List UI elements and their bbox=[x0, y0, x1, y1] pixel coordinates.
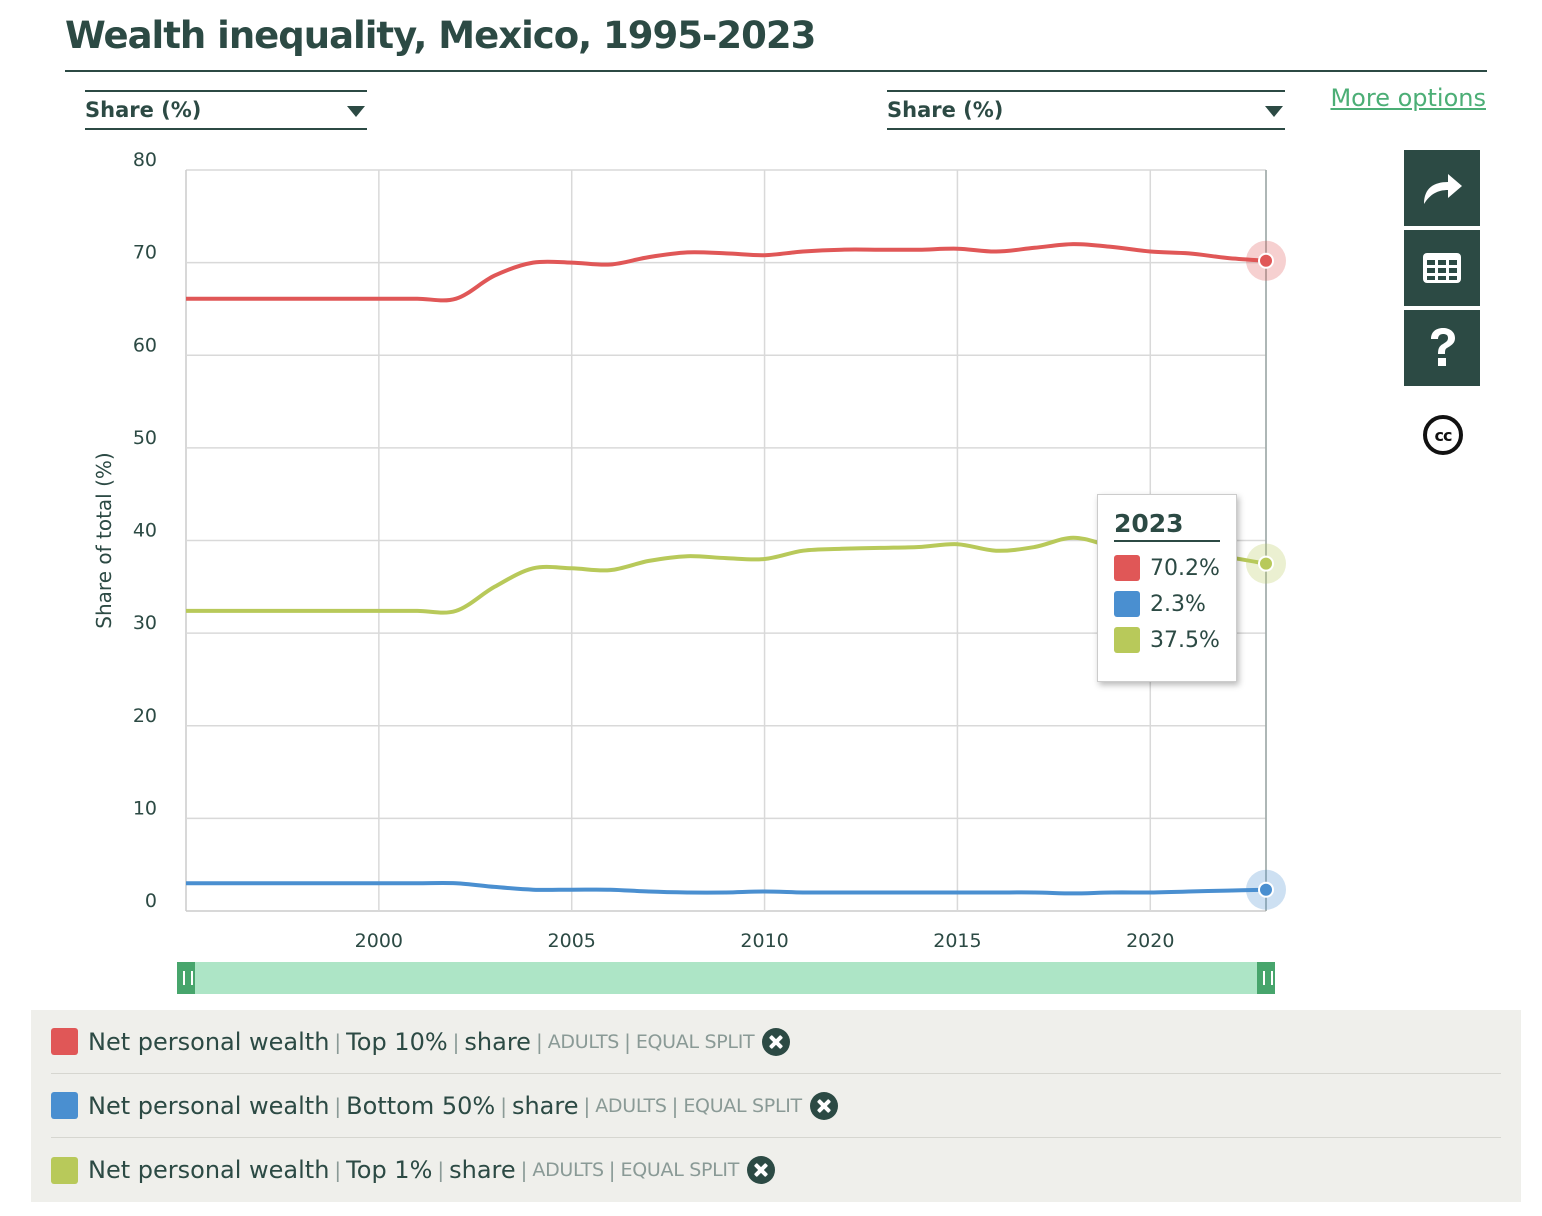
right-axis-select-value: Share (%) bbox=[887, 98, 1004, 122]
remove-series-icon[interactable] bbox=[809, 1091, 838, 1120]
y-tick-label: 60 bbox=[133, 334, 157, 356]
legend-swatch bbox=[51, 1092, 78, 1119]
legend-population: ADULTS bbox=[595, 1094, 667, 1117]
y-tick-label: 50 bbox=[133, 427, 157, 449]
legend-swatch bbox=[51, 1028, 78, 1055]
legend-variable: Net personal wealth bbox=[88, 1156, 330, 1184]
left-axis-select-value: Share (%) bbox=[85, 98, 202, 122]
tooltip-row: 2.3% bbox=[1114, 586, 1220, 622]
x-tick-label: 2015 bbox=[933, 930, 981, 952]
legend-measure: share bbox=[464, 1027, 531, 1056]
legend-group: Bottom 50% bbox=[346, 1091, 496, 1120]
legend-split: EQUAL SPLIT bbox=[683, 1094, 802, 1117]
legend-item[interactable]: Net personal wealth | Top 10% | share | … bbox=[51, 1010, 1501, 1074]
line-chart: 0 10 20 30 40 50 60 70 80 2000 2005 2010 2015 2020 Sha… bbox=[92, 149, 1286, 952]
legend-split: EQUAL SPLIT bbox=[620, 1159, 740, 1181]
tooltip-value: 2.3% bbox=[1150, 591, 1206, 617]
hover-point bbox=[1258, 555, 1274, 572]
chart-grid bbox=[185, 169, 1267, 912]
page-title: Wealth inequality, Mexico, 1995-2023 bbox=[65, 14, 1487, 72]
share-button[interactable] bbox=[1404, 150, 1480, 226]
chevron-down-icon bbox=[347, 106, 365, 117]
legend-split: EQUAL SPLIT bbox=[635, 1030, 755, 1053]
y-tick-label: 80 bbox=[133, 149, 157, 171]
y-tick-label: 40 bbox=[133, 520, 157, 542]
legend-variable: Net personal wealth bbox=[88, 1027, 330, 1056]
hover-point bbox=[1258, 252, 1274, 269]
series-line-0 bbox=[185, 242, 1267, 303]
chart-axes: 0 10 20 30 40 50 60 70 80 2000 2005 2010 2015 2020 Sha… bbox=[92, 149, 1174, 952]
more-options-link[interactable]: More options bbox=[1330, 84, 1486, 112]
table-button[interactable] bbox=[1404, 230, 1480, 306]
y-tick-label: 20 bbox=[133, 705, 157, 727]
x-tick-label: 2005 bbox=[548, 930, 596, 952]
range-slider[interactable] bbox=[177, 962, 1275, 994]
legend-measure: share bbox=[449, 1156, 516, 1184]
x-tick-label: 2010 bbox=[740, 930, 788, 952]
tooltip-row: 70.2% bbox=[1114, 550, 1220, 586]
y-tick-label: 30 bbox=[133, 612, 157, 634]
legend-item[interactable]: Net personal wealth | Bottom 50% | share… bbox=[51, 1074, 1501, 1138]
x-tick-label: 2000 bbox=[355, 930, 403, 952]
tooltip-value: 70.2% bbox=[1150, 555, 1220, 581]
y-axis-title: Share of total (%) bbox=[92, 452, 116, 628]
hover-point bbox=[1258, 881, 1274, 898]
creative-commons-icon[interactable]: cc bbox=[1423, 415, 1463, 455]
range-slider-start-handle[interactable] bbox=[177, 962, 195, 994]
y-tick-label: 0 bbox=[145, 890, 157, 912]
right-axis-select[interactable]: Share (%) bbox=[887, 90, 1285, 130]
legend-group: Top 1% bbox=[346, 1156, 433, 1184]
legend-item[interactable]: Net personal wealth | Top 1% | share | A… bbox=[51, 1138, 1501, 1202]
chart-series bbox=[185, 242, 1267, 896]
chart-tooltip: 2023 70.2% 2.3% 37.5% bbox=[1097, 494, 1237, 682]
tooltip-year: 2023 bbox=[1114, 509, 1220, 542]
y-tick-label: 70 bbox=[133, 242, 157, 264]
series-legend: Net personal wealth | Top 10% | share | … bbox=[31, 1010, 1521, 1202]
legend-measure: share bbox=[511, 1091, 579, 1120]
left-axis-select[interactable]: Share (%) bbox=[85, 90, 367, 130]
remove-series-icon[interactable] bbox=[747, 1156, 776, 1184]
x-tick-label: 2020 bbox=[1126, 930, 1174, 952]
tooltip-value: 37.5% bbox=[1150, 627, 1220, 653]
legend-group: Top 10% bbox=[346, 1027, 448, 1056]
tooltip-swatch bbox=[1114, 627, 1140, 653]
series-line-1 bbox=[186, 880, 1267, 896]
range-slider-end-handle[interactable] bbox=[1257, 962, 1275, 994]
legend-population: ADULTS bbox=[547, 1030, 620, 1053]
help-icon bbox=[1431, 328, 1455, 366]
legend-variable: Net personal wealth bbox=[88, 1091, 330, 1120]
chart-markers bbox=[1246, 240, 1286, 910]
help-button[interactable] bbox=[1404, 310, 1480, 386]
share-icon bbox=[1424, 174, 1462, 204]
legend-swatch bbox=[51, 1156, 78, 1184]
tooltip-swatch bbox=[1114, 555, 1140, 581]
series-line-2 bbox=[186, 535, 1267, 615]
table-icon bbox=[1423, 253, 1461, 283]
legend-population: ADULTS bbox=[532, 1159, 604, 1181]
remove-series-icon[interactable] bbox=[762, 1027, 791, 1056]
y-tick-label: 10 bbox=[133, 797, 157, 819]
tooltip-row: 37.5% bbox=[1114, 622, 1220, 658]
tooltip-swatch bbox=[1114, 591, 1140, 617]
chevron-down-icon bbox=[1265, 106, 1283, 117]
